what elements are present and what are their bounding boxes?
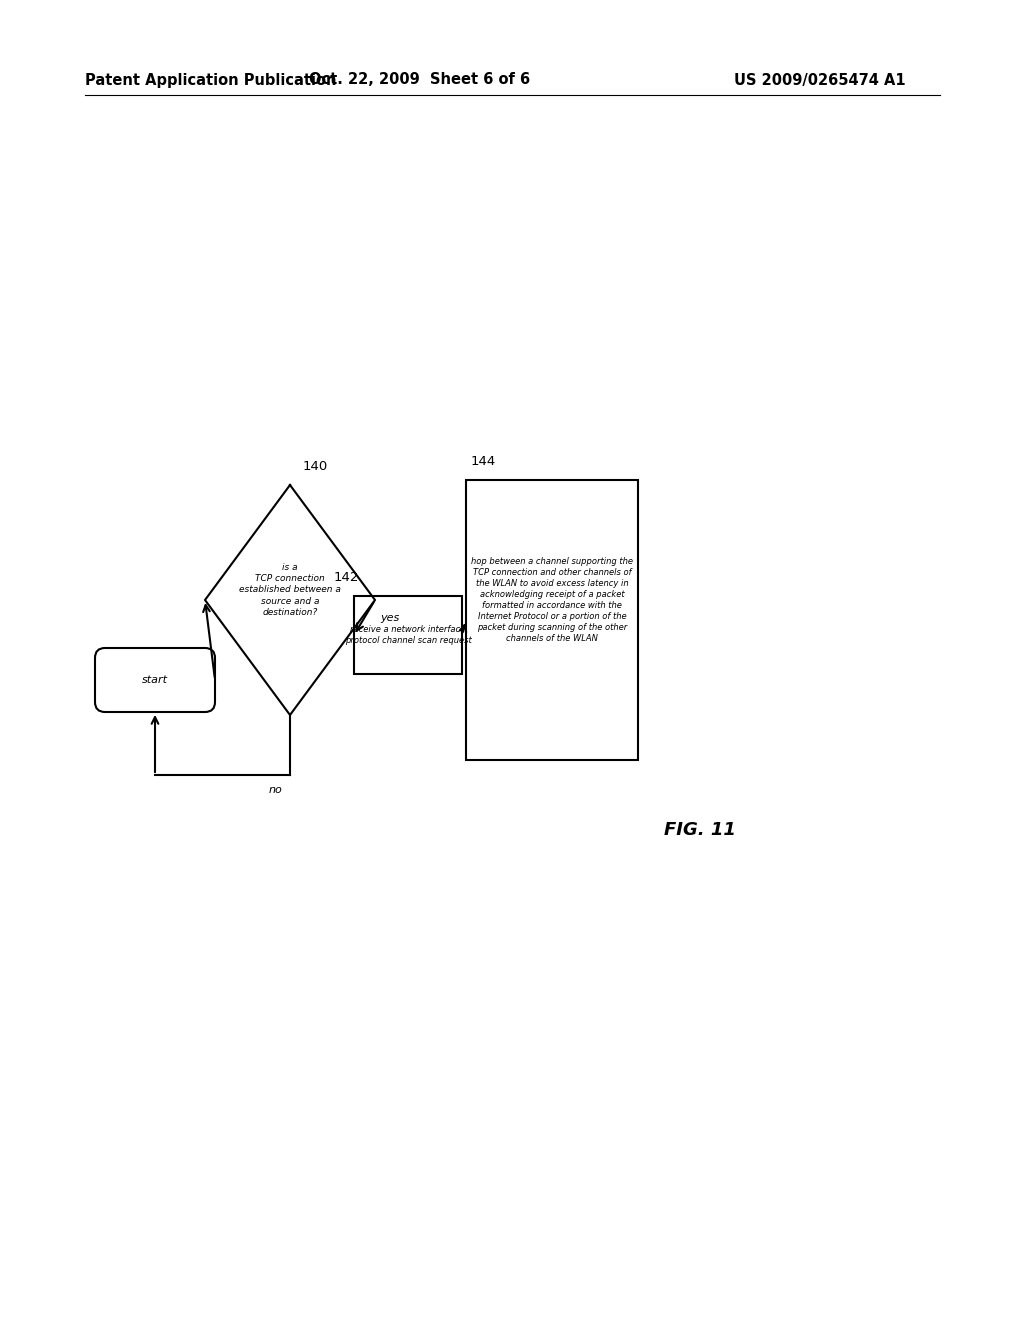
Text: Oct. 22, 2009  Sheet 6 of 6: Oct. 22, 2009 Sheet 6 of 6 [309,73,530,87]
Text: US 2009/0265474 A1: US 2009/0265474 A1 [734,73,906,87]
Text: 140: 140 [302,459,328,473]
Text: 144: 144 [471,455,497,469]
Bar [354,597,462,675]
Text: is a
TCP connection
established between a
source and a
destination?: is a TCP connection established between … [239,564,341,616]
Text: 142: 142 [334,572,358,583]
Text: Patent Application Publication: Patent Application Publication [85,73,337,87]
Text: receive a network interface
protocol channel scan request: receive a network interface protocol cha… [345,624,471,645]
FancyBboxPatch shape [95,648,215,711]
Text: FIG. 11: FIG. 11 [664,821,736,840]
Text: start: start [142,675,168,685]
Text: yes: yes [380,612,399,623]
Text: no: no [268,785,282,795]
Text: hop between a channel supporting the
TCP connection and other channels of
the WL: hop between a channel supporting the TCP… [471,557,633,643]
Bar [466,480,638,760]
